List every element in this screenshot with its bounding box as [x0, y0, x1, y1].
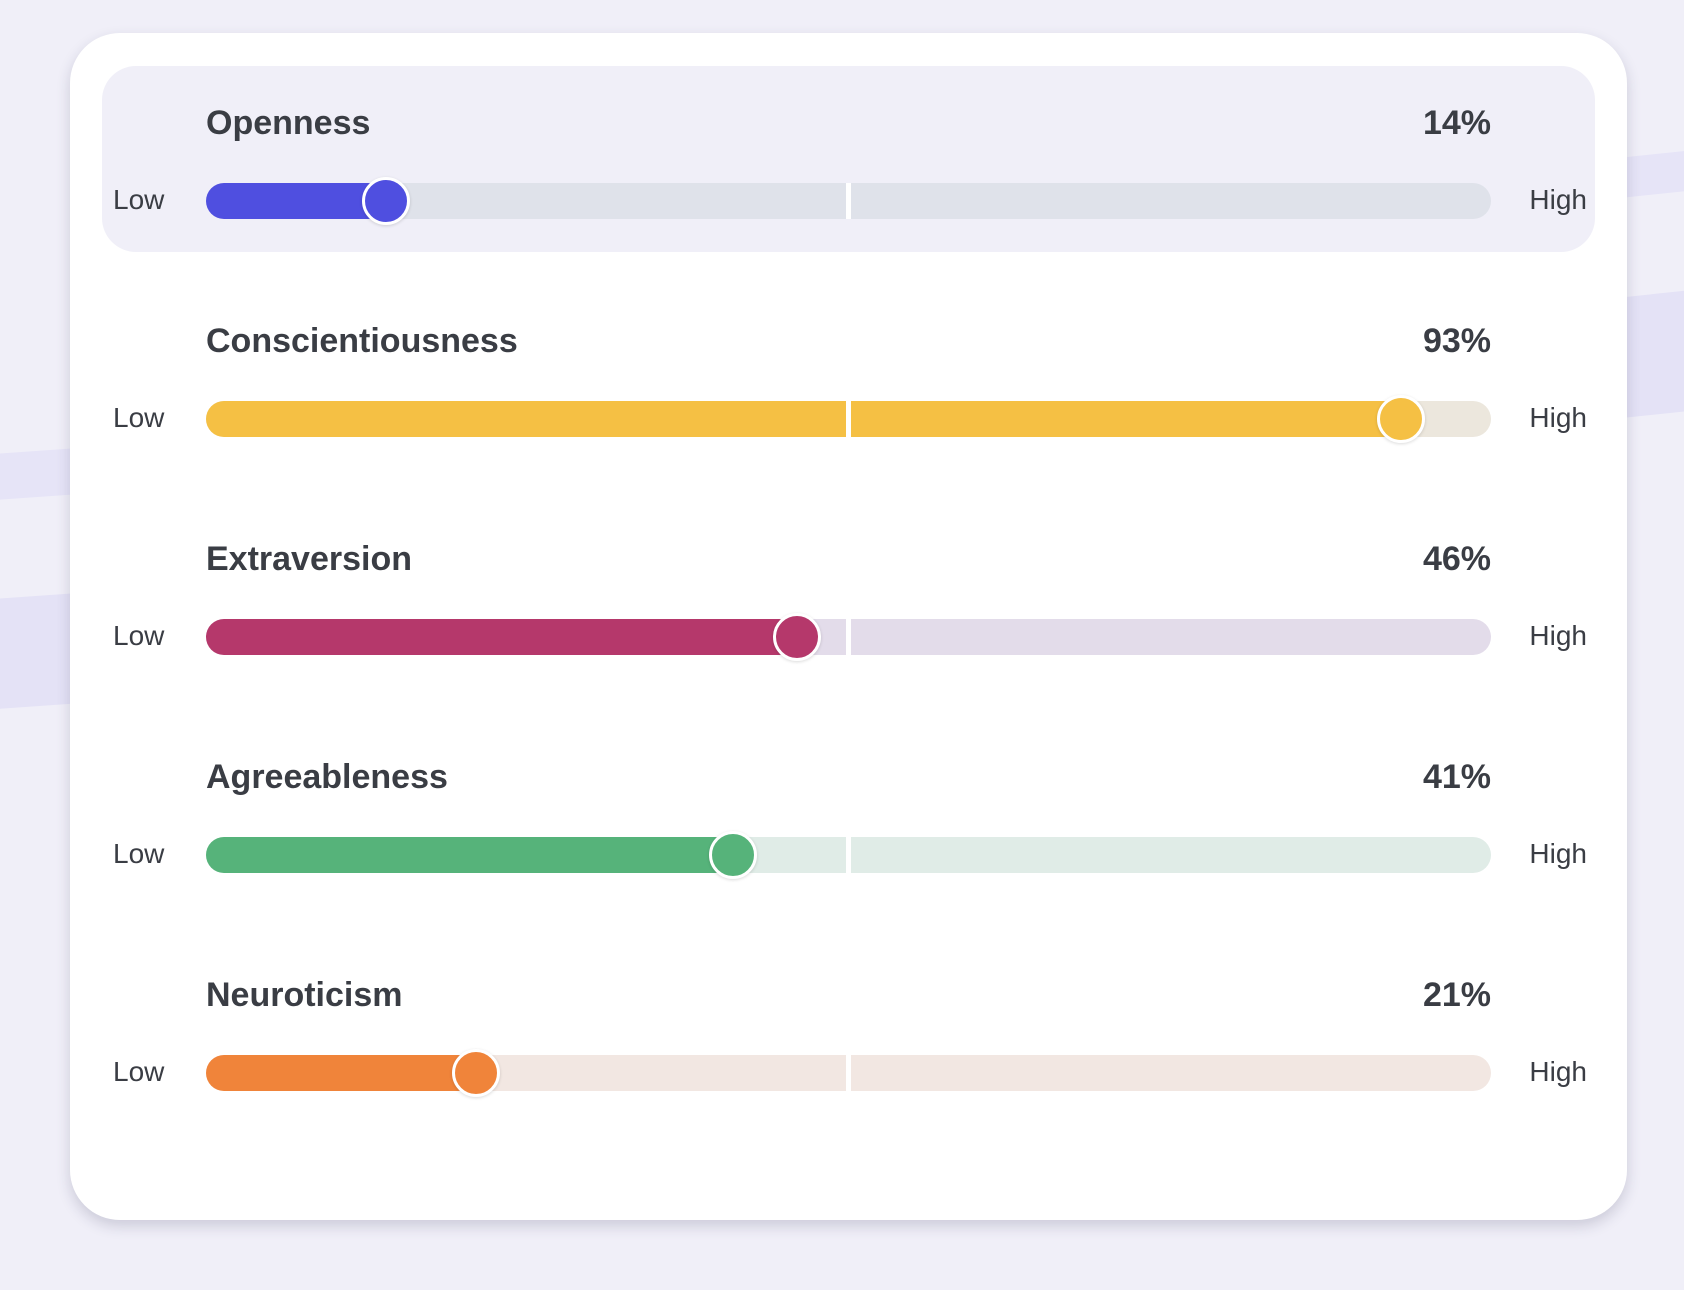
midpoint-marker	[846, 1055, 851, 1091]
trait-row-extraversion[interactable]: Extraversion 46% Low High	[102, 502, 1595, 688]
trait-slider-track[interactable]	[206, 177, 1491, 225]
trait-percent: 41%	[1422, 758, 1491, 796]
high-label: High	[1529, 402, 1587, 433]
trait-slider-track[interactable]	[206, 1049, 1491, 1097]
midpoint-marker	[846, 619, 851, 655]
trait-slider-knob[interactable]	[361, 177, 410, 225]
trait-row-neuroticism[interactable]: Neuroticism 21% Low High	[102, 938, 1595, 1124]
trait-name: Conscientiousness	[206, 322, 518, 360]
trait-name: Agreeableness	[206, 758, 448, 796]
low-label: Low	[113, 620, 165, 651]
trait-slider-fill	[206, 619, 798, 655]
trait-row-openness[interactable]: Openness 14% Low High	[102, 66, 1595, 252]
trait-row-conscientiousness[interactable]: Conscientiousness 93% Low High	[102, 284, 1595, 470]
midpoint-marker	[846, 837, 851, 873]
low-label: Low	[113, 402, 165, 433]
high-label: High	[1529, 838, 1587, 869]
trait-percent: 46%	[1422, 540, 1491, 578]
high-label: High	[1529, 1056, 1587, 1087]
midpoint-marker	[846, 183, 851, 219]
trait-percent: 14%	[1422, 104, 1491, 142]
trait-slider-knob[interactable]	[773, 613, 822, 661]
low-label: Low	[113, 184, 165, 215]
midpoint-marker	[846, 401, 851, 437]
trait-slider-track[interactable]	[206, 395, 1491, 443]
trait-slider-fill	[206, 183, 386, 219]
trait-percent: 93%	[1422, 322, 1491, 360]
trait-name: Neuroticism	[206, 976, 403, 1014]
high-label: High	[1529, 620, 1587, 651]
trait-row-agreeableness[interactable]: Agreeableness 41% Low High	[102, 720, 1595, 906]
trait-slider-fill	[206, 401, 1402, 437]
trait-slider-fill	[206, 837, 733, 873]
high-label: High	[1529, 184, 1587, 215]
low-label: Low	[113, 838, 165, 869]
low-label: Low	[113, 1056, 165, 1087]
trait-slider-track[interactable]	[206, 613, 1491, 661]
trait-name: Openness	[206, 104, 371, 142]
trait-percent: 21%	[1422, 976, 1491, 1014]
trait-slider-knob[interactable]	[1377, 395, 1426, 443]
trait-name: Extraversion	[206, 540, 412, 578]
trait-slider-knob[interactable]	[708, 831, 757, 879]
trait-slider-fill	[206, 1055, 476, 1091]
trait-slider-knob[interactable]	[451, 1049, 500, 1097]
personality-traits-card: Openness 14% Low High Conscientiousness …	[70, 33, 1627, 1220]
trait-slider-track[interactable]	[206, 831, 1491, 879]
